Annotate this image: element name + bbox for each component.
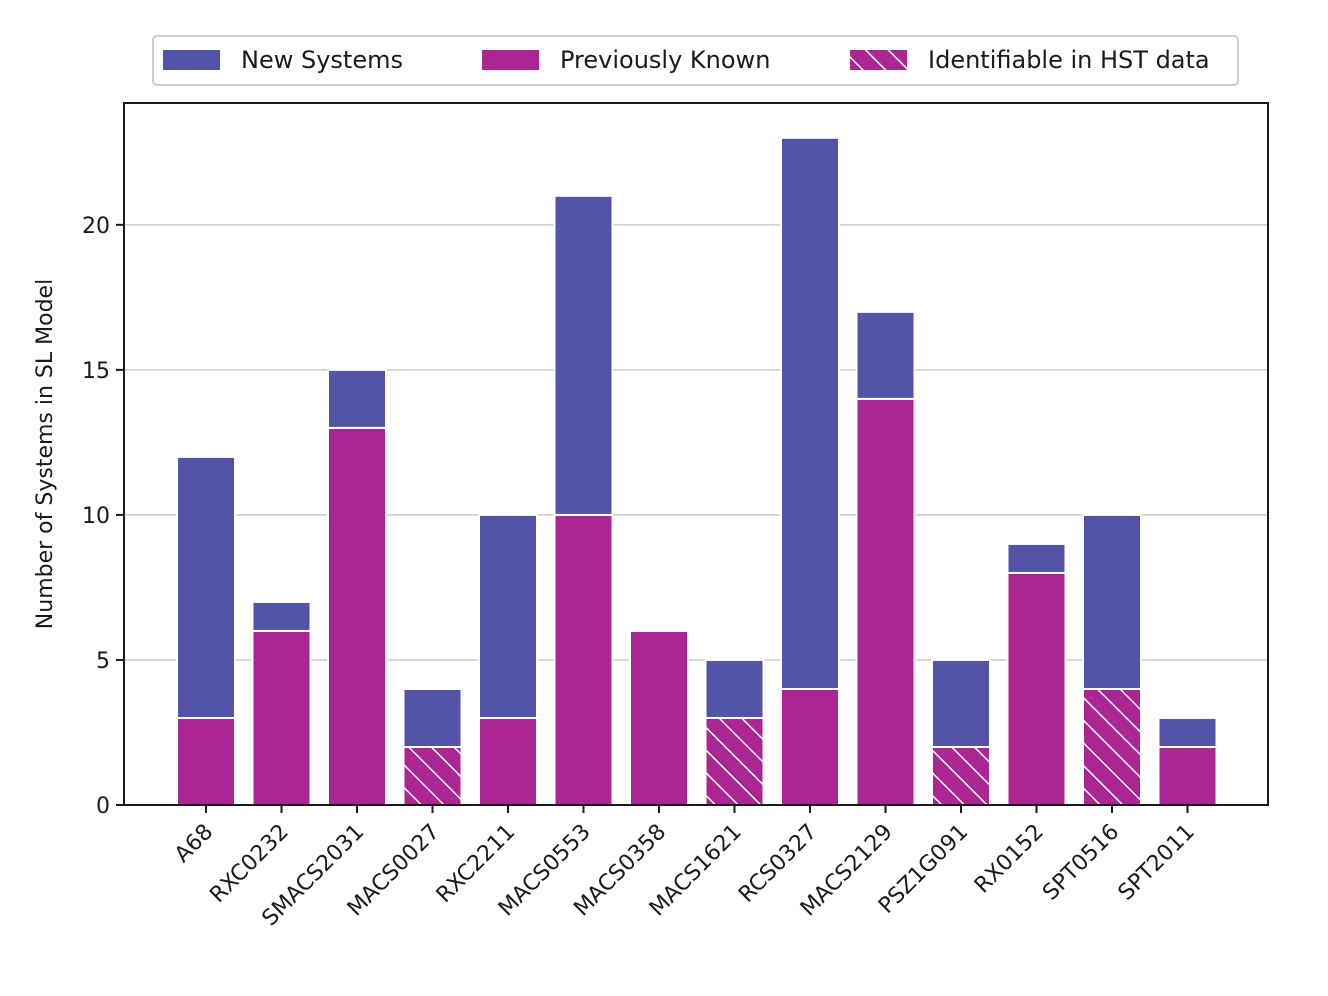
bar-previously-known-spt2011 — [1157, 745, 1218, 806]
bar-previously-known-macs1621 — [704, 716, 765, 807]
bars — [176, 136, 1218, 807]
y-tick-label: 15 — [82, 359, 110, 384]
y-tick-label: 10 — [82, 504, 110, 529]
y-tick-label: 5 — [96, 649, 110, 674]
bar-new-systems-spt2011 — [1157, 716, 1218, 748]
bar-new-systems-rcs0327 — [780, 136, 840, 690]
plot-area-frame — [123, 102, 1269, 806]
bar-previously-known-psz1g091 — [931, 745, 991, 806]
bar-new-systems-macs0027 — [402, 687, 463, 748]
bar-previously-known-rx0152 — [1006, 571, 1067, 807]
bar-previously-known-macs0027 — [402, 745, 463, 806]
bar-new-systems-rxc0232 — [251, 600, 312, 632]
bar-previously-known-a68 — [176, 716, 236, 807]
x-tick-label: SPT0516 — [1038, 820, 1124, 906]
x-axis-ticks: A68RXC0232SMACS2031MACS0027RXC2211MACS05… — [170, 805, 1200, 931]
legend-frame — [152, 35, 1239, 86]
bar-new-systems-psz1g091 — [931, 658, 991, 748]
legend-swatch — [482, 50, 539, 70]
bar-new-systems-a68 — [176, 455, 236, 719]
legend-label: Previously Known — [560, 46, 770, 74]
y-tick-label: 0 — [96, 794, 110, 819]
bar-previously-known-macs0358 — [629, 629, 689, 807]
y-axis-ticks: 0 5 10 15 20 — [82, 214, 124, 819]
bar-previously-known-macs2129 — [855, 397, 916, 806]
x-tick-label: SPT2011 — [1114, 820, 1200, 906]
legend-swatch — [163, 50, 220, 70]
bar-previously-known-rxc2211 — [478, 716, 538, 807]
bar-new-systems-macs0553 — [553, 194, 614, 516]
y-tick-label: 20 — [82, 214, 110, 239]
bar-previously-known-rcs0327 — [780, 687, 840, 806]
bar-new-systems-rx0152 — [1006, 542, 1067, 574]
x-tick-label: RX0152 — [970, 820, 1049, 899]
legend-label: New Systems — [241, 46, 403, 74]
gridlines — [124, 224, 1268, 661]
x-tick-label: A68 — [170, 820, 218, 868]
bar-previously-known-smacs2031 — [327, 426, 387, 806]
legend-swatch — [850, 50, 907, 70]
bar-new-systems-rxc2211 — [478, 513, 538, 719]
bar-previously-known-spt0516 — [1082, 687, 1142, 806]
bar-new-systems-macs2129 — [855, 310, 916, 400]
bar-new-systems-spt0516 — [1082, 513, 1142, 690]
bar-previously-known-macs0553 — [553, 513, 614, 806]
legend: New Systems Previously Known Identifiable … — [152, 35, 1239, 86]
y-axis-label: Number of Systems in SL Model — [33, 279, 58, 629]
bar-new-systems-macs1621 — [704, 658, 765, 719]
bar-new-systems-smacs2031 — [327, 368, 387, 429]
bar-previously-known-rxc0232 — [251, 629, 312, 807]
legend-label: Identifiable in HST data — [928, 46, 1210, 74]
